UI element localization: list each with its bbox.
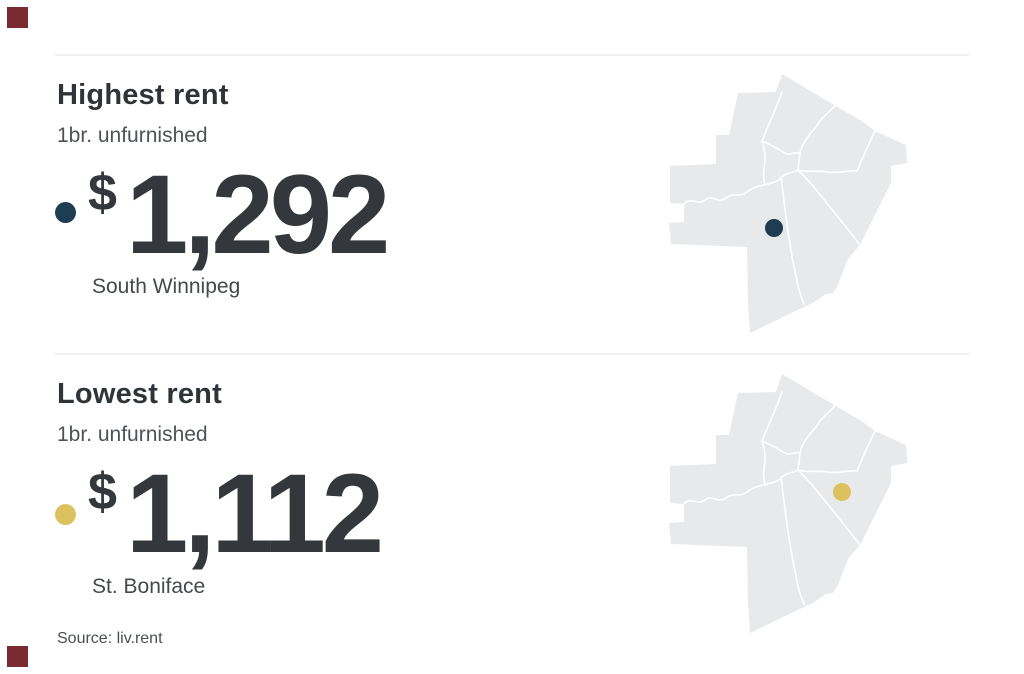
source-attribution: Source: liv.rent (57, 630, 163, 647)
highest-rent-value: 1,292 (126, 152, 390, 277)
highest-rent-bullet-dot (55, 202, 76, 223)
highest-rent-currency: $ (88, 164, 117, 222)
lowest-rent-map-marker (833, 483, 851, 501)
highest-rent-map-marker (765, 219, 783, 237)
section-divider-top (55, 54, 969, 56)
corner-accent-top-left (7, 7, 28, 28)
highest-rent-title: Highest rent (57, 79, 229, 111)
lowest-rent-title: Lowest rent (57, 378, 222, 410)
highest-rent-map (668, 73, 908, 334)
lowest-rent-value: 1,112 (126, 451, 384, 576)
lowest-rent-bullet-dot (55, 504, 76, 525)
highest-rent-subtitle: 1br. unfurnished (57, 124, 208, 147)
highest-rent-location: South Winnipeg (92, 275, 241, 298)
lowest-rent-map (668, 373, 908, 634)
section-divider-middle (55, 353, 969, 355)
lowest-rent-location: St. Boniface (92, 575, 206, 598)
lowest-rent-currency: $ (88, 463, 117, 521)
lowest-rent-subtitle: 1br. unfurnished (57, 423, 208, 446)
corner-accent-bottom-left (7, 646, 28, 667)
